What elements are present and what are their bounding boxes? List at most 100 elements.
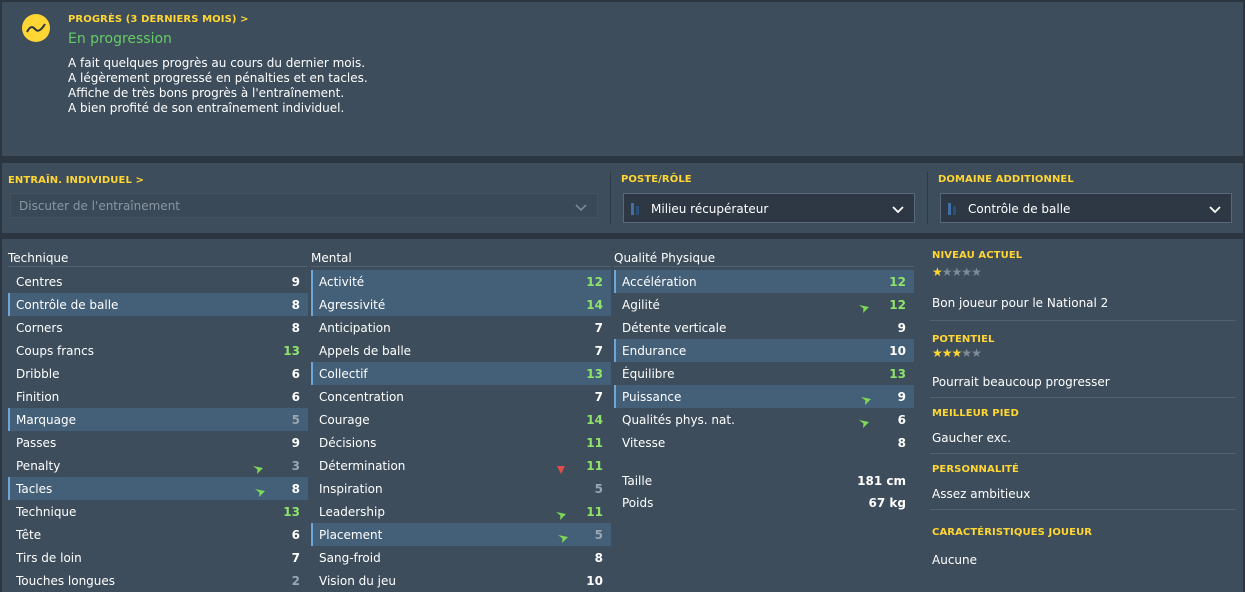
role-dropdown[interactable]: Milieu récupérateur	[623, 193, 915, 223]
attribute-label: Placement	[319, 528, 383, 542]
star-filled-icon: ★	[932, 346, 943, 360]
attribute-value: 7	[594, 344, 603, 358]
progress-up-arrow-icon	[858, 414, 870, 433]
attribute-row-collectif[interactable]: Collectif 13	[311, 362, 611, 385]
attribute-row-decisions[interactable]: Décisions 11	[311, 431, 611, 454]
divider	[610, 172, 611, 224]
additional-field-dropdown[interactable]: Contrôle de balle	[940, 193, 1232, 223]
attribute-row-concentration[interactable]: Concentration 7	[311, 385, 611, 408]
attribute-row-courage[interactable]: Courage 14	[311, 408, 611, 431]
attribute-label: Inspiration	[319, 482, 383, 496]
attribute-row-equilibre[interactable]: Équilibre 13	[614, 362, 914, 385]
divider	[930, 509, 1236, 510]
field-icon	[947, 202, 961, 219]
attribute-row-passes[interactable]: Passes 9	[8, 431, 308, 454]
divider	[614, 266, 914, 267]
attribute-row-tirs-de-loin[interactable]: Tirs de loin 7	[8, 546, 308, 569]
attribute-row-touches-longues[interactable]: Touches longues 2	[8, 569, 308, 592]
attribute-label: Technique	[16, 505, 77, 519]
attribute-row-leadership[interactable]: Leadership 11	[311, 500, 611, 523]
attribute-row-inspiration[interactable]: Inspiration 5	[311, 477, 611, 500]
attribute-label: Concentration	[319, 390, 404, 404]
attribute-row-agressivite[interactable]: Agressivité 14	[311, 293, 611, 316]
attribute-label: Vitesse	[622, 436, 666, 450]
attribute-value: 3	[291, 459, 300, 473]
attribute-row-activite[interactable]: Activité 12	[311, 270, 611, 293]
divider	[930, 453, 1236, 454]
attribute-row-tete[interactable]: Tête 6	[8, 523, 308, 546]
current-ability-stars: ★★★★★	[932, 265, 982, 279]
weight-row: Poids 67 kg	[614, 493, 914, 513]
attribute-value: 5	[594, 482, 603, 496]
attribute-label: Anticipation	[319, 321, 391, 335]
attribute-row-detente-verticale[interactable]: Détente verticale 9	[614, 316, 914, 339]
attribute-label: Détente verticale	[622, 321, 727, 335]
attribute-value: 11	[586, 436, 603, 450]
attribute-label: Collectif	[319, 367, 368, 381]
star-empty-icon: ★	[971, 265, 982, 279]
chevron-down-icon	[1209, 203, 1221, 217]
chevron-down-icon	[575, 201, 587, 215]
divider	[930, 397, 1236, 398]
attribute-row-agilite[interactable]: Agilité 12	[614, 293, 914, 316]
attribute-row-placement[interactable]: Placement 5	[311, 523, 611, 546]
progress-line: Affiche de très bons progrès à l'entraîn…	[68, 86, 345, 100]
physical-rows: Accélération 12 Agilité 12 Détente verticale…	[614, 270, 914, 454]
attribute-label: Endurance	[622, 344, 687, 358]
attribute-label: Puissance	[622, 390, 682, 404]
star-empty-icon: ★	[961, 265, 972, 279]
attribute-label: Qualités phys. nat.	[622, 413, 735, 427]
attribute-label: Coups francs	[16, 344, 94, 358]
attribute-value: 5	[594, 528, 603, 542]
attribute-row-penalty[interactable]: Penalty 3	[8, 454, 308, 477]
attribute-label: Détermination	[319, 459, 406, 473]
best-foot-text: Gaucher exc.	[932, 431, 1012, 445]
attribute-value: 14	[586, 413, 603, 427]
attribute-row-endurance[interactable]: Endurance 10	[614, 339, 914, 362]
current-ability-header: NIVEAU ACTUEL	[932, 250, 1023, 261]
technical-title: Technique	[8, 251, 69, 265]
attribute-row-marquage[interactable]: Marquage 5	[8, 408, 308, 431]
attribute-value: 6	[291, 528, 300, 542]
star-filled-icon: ★	[951, 346, 963, 360]
attribute-row-acceleration[interactable]: Accélération 12	[614, 270, 914, 293]
attribute-label: Décisions	[319, 436, 377, 450]
attribute-row-qualites-phys-nat[interactable]: Qualités phys. nat. 6	[614, 408, 914, 431]
progress-up-arrow-icon	[254, 483, 266, 502]
divider	[311, 266, 611, 267]
attribute-row-appels-de-balle[interactable]: Appels de balle 7	[311, 339, 611, 362]
star-filled-icon: ★	[941, 346, 953, 360]
progress-header-link[interactable]: PROGRÈS (3 DERNIERS MOIS) >	[68, 14, 249, 25]
attribute-row-coups-francs[interactable]: Coups francs 13	[8, 339, 308, 362]
attribute-label: Dribble	[16, 367, 60, 381]
attribute-row-controle-de-balle[interactable]: Contrôle de balle 8	[8, 293, 308, 316]
attribute-value: 8	[291, 321, 300, 335]
attribute-row-vitesse[interactable]: Vitesse 8	[614, 431, 914, 454]
attribute-row-determination[interactable]: Détermination 11	[311, 454, 611, 477]
attribute-row-puissance[interactable]: Puissance 9	[614, 385, 914, 408]
training-panel: ENTRAÎN. INDIVIDUEL > Discuter de l'entr…	[2, 163, 1243, 233]
attribute-row-tacles[interactable]: Tacles 8	[8, 477, 308, 500]
attribute-label: Courage	[319, 413, 370, 427]
star-empty-icon: ★	[971, 346, 982, 360]
attribute-row-vision-du-jeu[interactable]: Vision du jeu 10	[311, 569, 611, 592]
attribute-row-dribble[interactable]: Dribble 6	[8, 362, 308, 385]
progress-up-arrow-icon	[858, 299, 870, 318]
attribute-row-finition[interactable]: Finition 6	[8, 385, 308, 408]
attribute-row-sang-froid[interactable]: Sang-froid 8	[311, 546, 611, 569]
personality-text: Assez ambitieux	[932, 487, 1031, 501]
attribute-row-corners[interactable]: Corners 8	[8, 316, 308, 339]
individual-training-header-link[interactable]: ENTRAÎN. INDIVIDUEL >	[8, 175, 144, 186]
attribute-row-anticipation[interactable]: Anticipation 7	[311, 316, 611, 339]
attribute-value: 11	[586, 459, 603, 473]
individual-training-dropdown[interactable]: Discuter de l'entraînement	[10, 193, 598, 218]
physical-title: Qualité Physique	[614, 251, 716, 265]
personality-header: PERSONNALITÉ	[932, 464, 1019, 475]
attribute-row-technique[interactable]: Technique 13	[8, 500, 308, 523]
attribute-value: 10	[586, 574, 603, 588]
progress-up-arrow-icon	[252, 460, 264, 479]
progress-up-arrow-icon	[555, 506, 567, 525]
attribute-row-centres[interactable]: Centres 9	[8, 270, 308, 293]
divider	[8, 266, 308, 267]
chevron-down-icon	[892, 203, 904, 217]
